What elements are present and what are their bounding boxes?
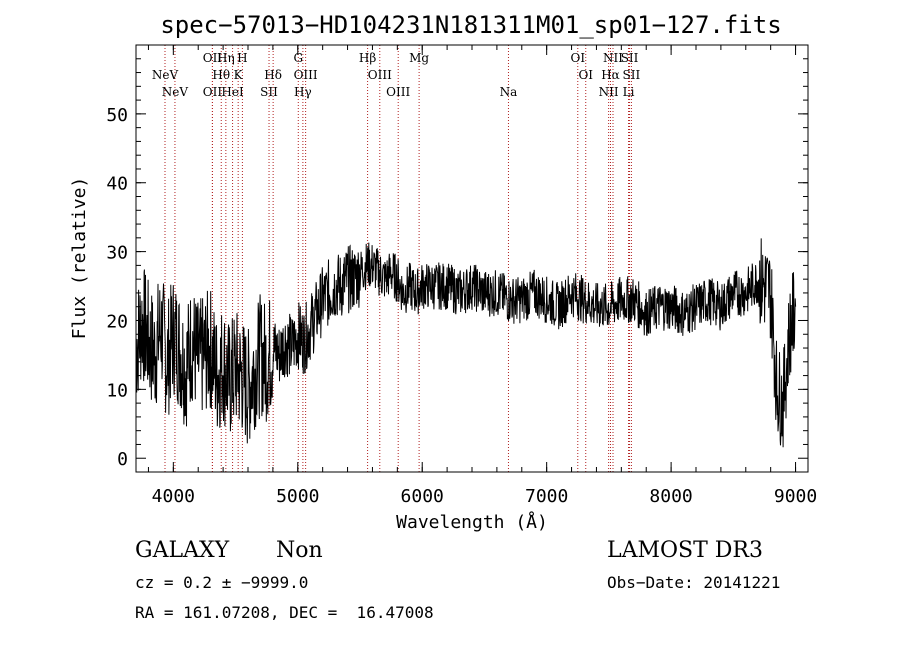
line-label-20: NII (603, 51, 623, 65)
line-label-10: SII (260, 85, 278, 99)
x-tick-label: 6000 (401, 486, 444, 507)
line-label-14: Hβ (359, 51, 376, 65)
spectrum-series (135, 238, 797, 448)
line-label-12: OIII (294, 68, 318, 82)
line-label-16: OIII (368, 68, 392, 82)
x-tick-label: 9000 (774, 486, 817, 507)
x-tick-label: 5000 (276, 486, 319, 507)
object-subclass: Non (276, 538, 323, 563)
line-label-19: OI (570, 51, 585, 65)
axis-ticks: 4000 5000 6000 7000 8000 9000 0 10 20 30 40 50 (106, 45, 817, 507)
redshift-line: cz = 0.2 ± −9999.0 (135, 573, 309, 592)
line-label-13: Hγ (294, 85, 312, 99)
line-label-6: K (234, 68, 244, 82)
line-markers (164, 45, 632, 472)
line-label-21: SII (621, 51, 639, 65)
survey-name: LAMOST DR3 (607, 538, 763, 563)
y-tick-label: 20 (106, 311, 128, 332)
y-tick-label: 40 (106, 174, 128, 195)
spectrum-line (135, 238, 797, 448)
line-label-11: G (293, 51, 303, 65)
y-axis-label: Flux (relative) (69, 177, 90, 340)
object-class: GALAXY (135, 538, 230, 563)
line-label-25: NII (599, 85, 619, 99)
line-label-9: HeI (221, 85, 244, 99)
x-axis-label: Wavelength (Å) (396, 511, 548, 533)
x-tick-label: 4000 (152, 486, 195, 507)
line-label-15: Mg (409, 51, 429, 65)
line-label-0: NeV (162, 85, 189, 99)
y-tick-label: 30 (106, 243, 128, 264)
obs-date: Obs−Date: 20141221 (607, 573, 781, 592)
x-tick-label: 8000 (649, 486, 692, 507)
line-label-8: OII (203, 85, 223, 99)
line-label-4: H (237, 51, 247, 65)
line-label-2: OII (203, 51, 223, 65)
line-label-23: Hα (601, 68, 620, 82)
line-label-3: Hη (217, 51, 235, 65)
spectrum-chart: spec−57013−HD104231N181311M01_sp01−127.f… (69, 11, 817, 533)
line-label-1: NeV (152, 68, 179, 82)
line-label-7: Hδ (264, 68, 282, 82)
y-tick-label: 10 (106, 380, 128, 401)
coordinates: RA = 161.07208, DEC = 16.47008 (135, 603, 434, 622)
y-tick-label: 0 (117, 449, 128, 470)
line-label-22: OI (578, 68, 593, 82)
line-label-18: Na (500, 85, 518, 99)
chart-title: spec−57013−HD104231N181311M01_sp01−127.f… (160, 11, 781, 39)
line-label-17: OIII (386, 85, 410, 99)
line-label-24: SII (623, 68, 641, 82)
line-label-5: Hθ (212, 68, 230, 82)
y-tick-label: 50 (106, 105, 128, 126)
x-tick-label: 7000 (525, 486, 568, 507)
line-label-26: Li (623, 85, 635, 99)
